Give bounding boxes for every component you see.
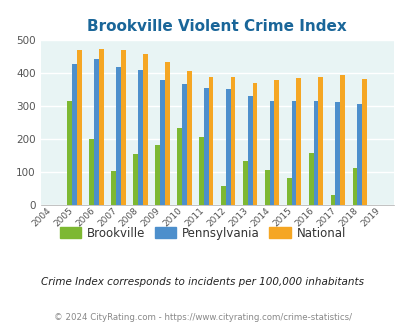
Bar <box>208 77 213 205</box>
Legend: Brookville, Pennsylvania, National: Brookville, Pennsylvania, National <box>55 222 350 245</box>
Bar <box>330 195 335 205</box>
Bar <box>116 67 121 205</box>
Bar <box>291 101 296 205</box>
Bar <box>89 139 94 205</box>
Bar <box>269 101 274 205</box>
Bar <box>138 70 143 205</box>
Bar <box>133 154 138 205</box>
Bar <box>361 79 366 205</box>
Bar <box>77 50 82 205</box>
Bar <box>181 84 186 205</box>
Bar <box>220 186 225 205</box>
Bar <box>339 75 344 205</box>
Bar <box>352 168 356 205</box>
Bar <box>143 54 147 205</box>
Bar <box>111 171 116 205</box>
Bar <box>247 96 252 205</box>
Bar <box>274 80 279 205</box>
Bar <box>286 178 291 205</box>
Bar <box>67 101 72 205</box>
Bar <box>225 89 230 205</box>
Bar <box>356 104 361 205</box>
Bar <box>160 80 164 205</box>
Bar <box>72 64 77 205</box>
Title: Brookville Violent Crime Index: Brookville Violent Crime Index <box>87 19 346 34</box>
Bar <box>203 88 208 205</box>
Bar <box>313 101 318 205</box>
Bar <box>318 77 322 205</box>
Text: © 2024 CityRating.com - https://www.cityrating.com/crime-statistics/: © 2024 CityRating.com - https://www.city… <box>54 313 351 322</box>
Bar <box>94 59 99 205</box>
Bar <box>177 128 181 205</box>
Bar <box>242 161 247 205</box>
Bar <box>296 78 301 205</box>
Bar <box>230 77 235 205</box>
Bar <box>121 50 126 205</box>
Bar <box>252 83 257 205</box>
Bar <box>99 49 104 205</box>
Bar <box>186 71 191 205</box>
Text: Crime Index corresponds to incidents per 100,000 inhabitants: Crime Index corresponds to incidents per… <box>41 278 364 287</box>
Bar <box>335 102 339 205</box>
Bar <box>155 145 160 205</box>
Bar <box>198 137 203 205</box>
Bar <box>308 153 313 205</box>
Bar <box>164 62 169 205</box>
Bar <box>264 170 269 205</box>
